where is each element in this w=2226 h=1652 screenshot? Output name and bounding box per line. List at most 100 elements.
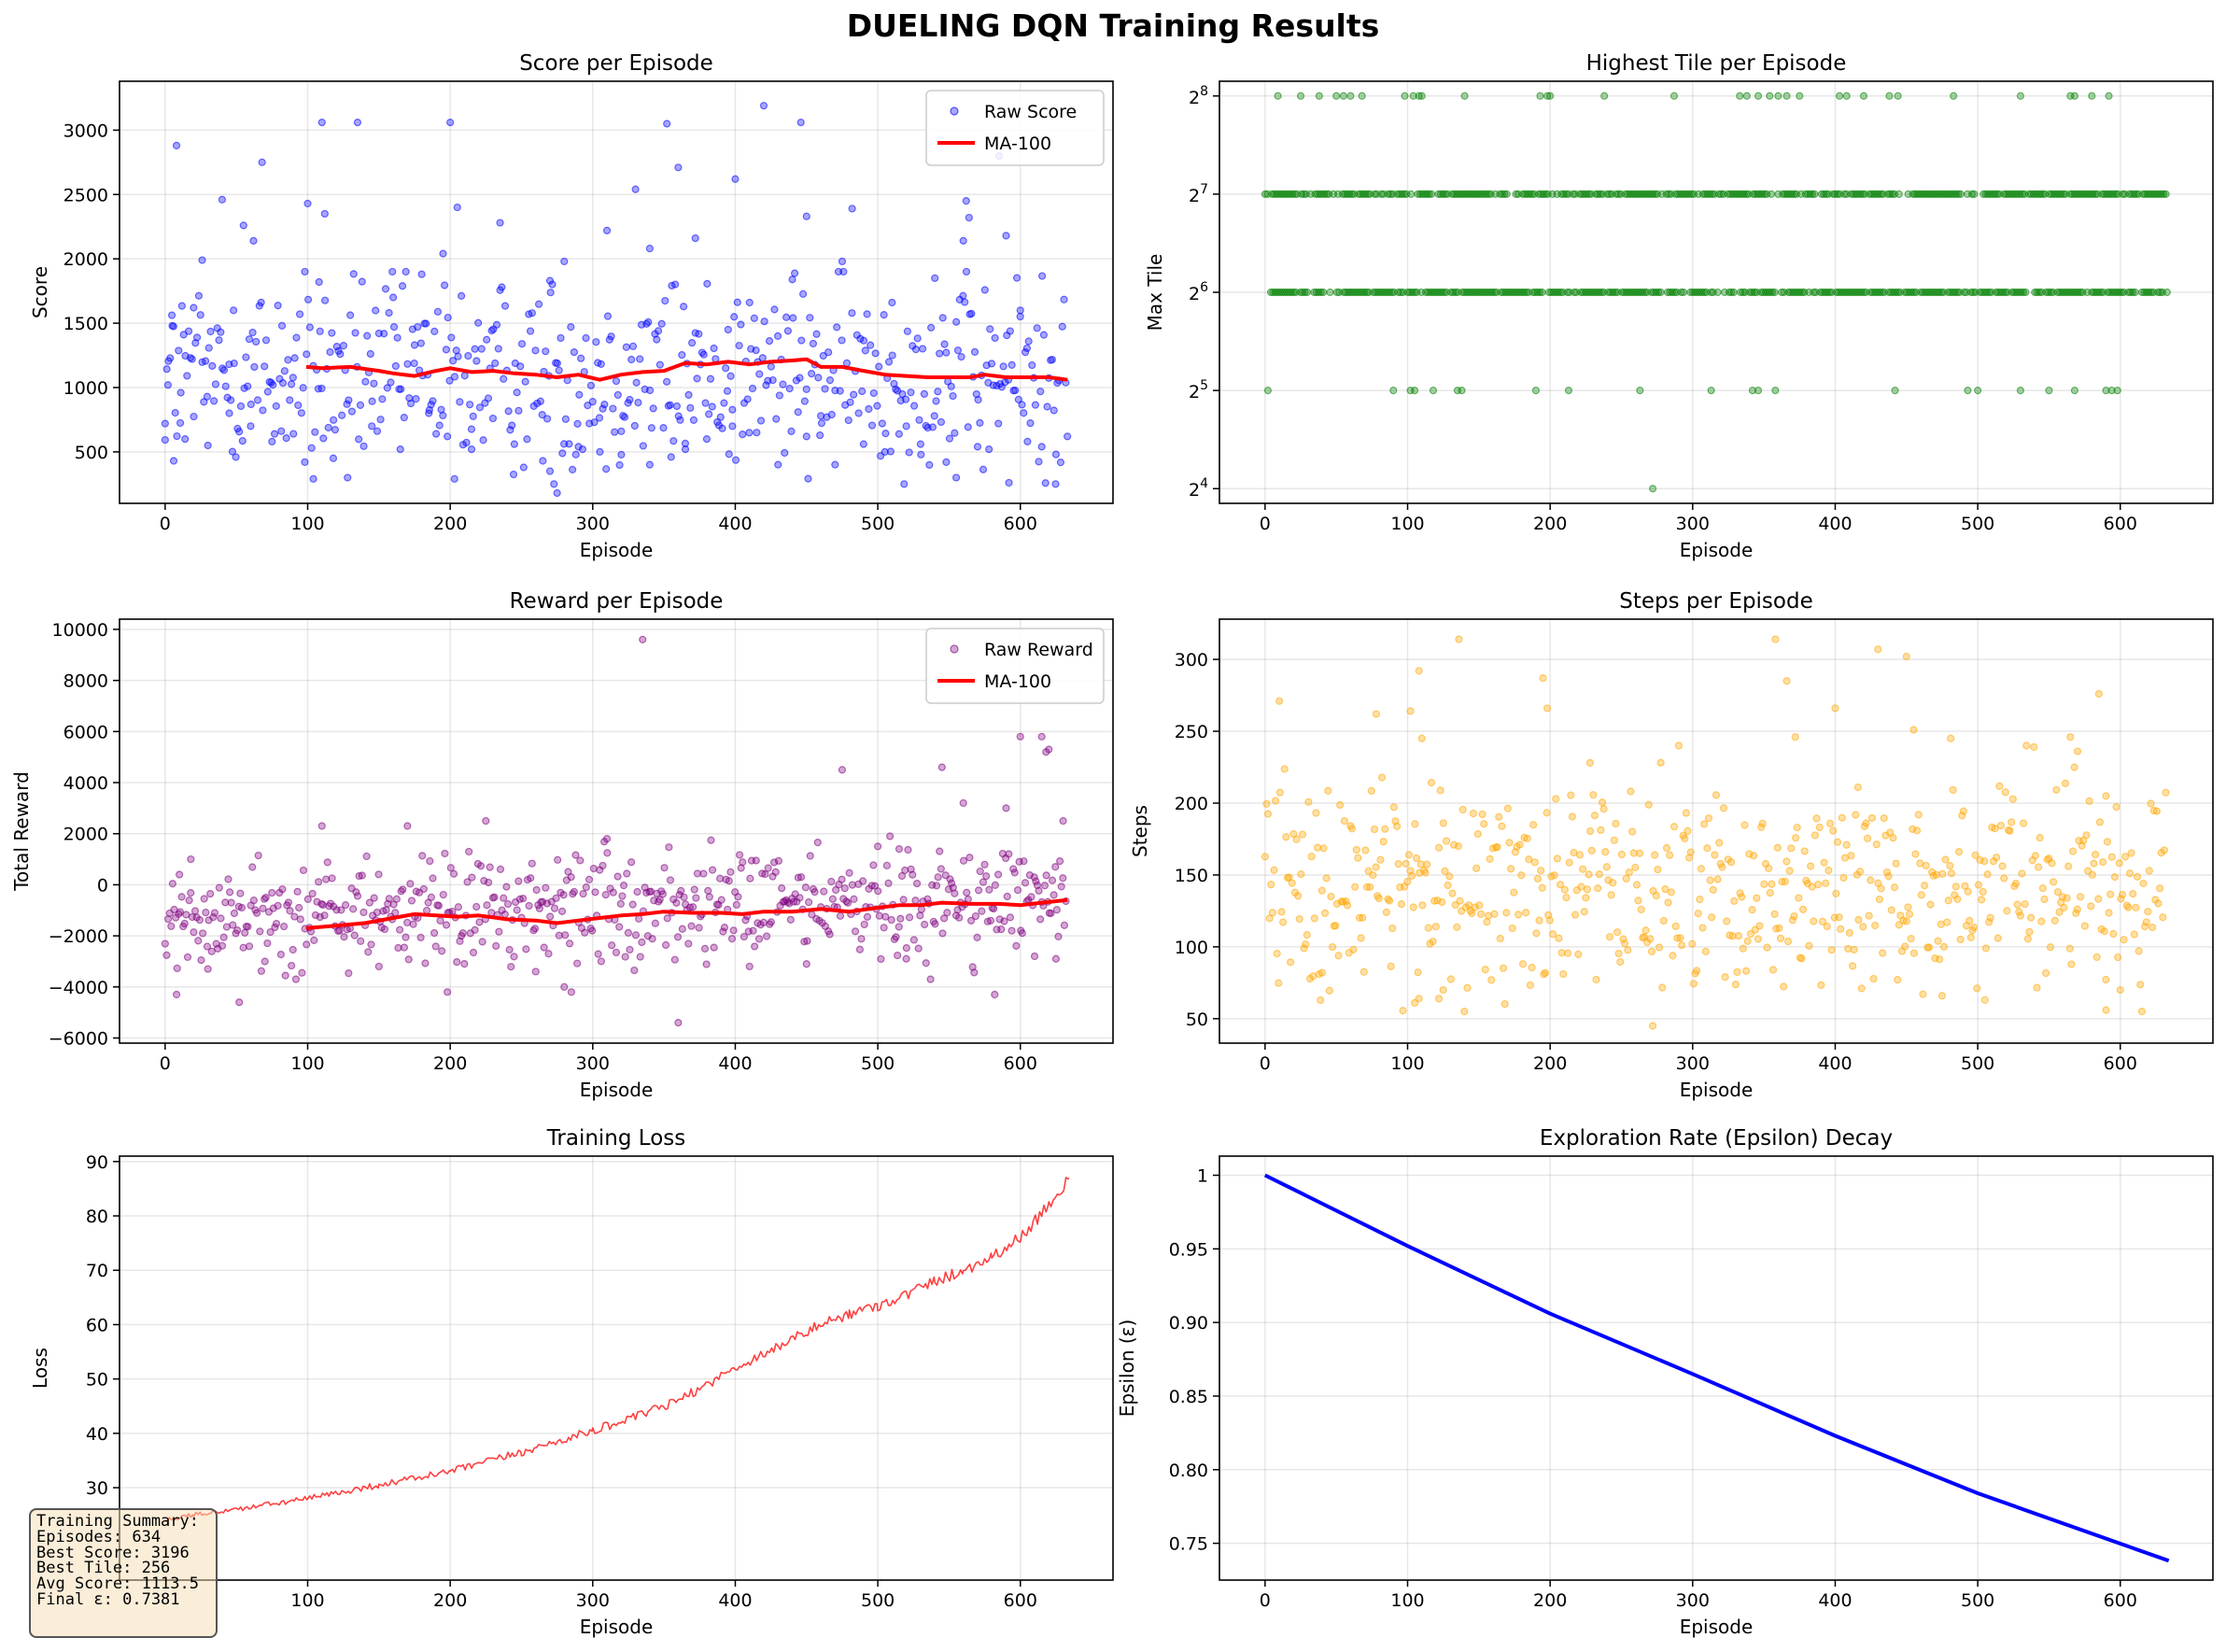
data-point bbox=[519, 894, 528, 903]
axes-frame bbox=[119, 1155, 1114, 1581]
data-point bbox=[560, 982, 569, 991]
data-point bbox=[1620, 939, 1629, 948]
data-point bbox=[1298, 830, 1307, 839]
data-point bbox=[1425, 190, 1433, 198]
data-point bbox=[1438, 897, 1446, 907]
data-point bbox=[559, 891, 568, 899]
data-point bbox=[172, 990, 181, 999]
data-point bbox=[230, 909, 239, 918]
data-point bbox=[519, 463, 528, 472]
data-point bbox=[2109, 929, 2118, 939]
data-point bbox=[660, 864, 669, 872]
data-point bbox=[2055, 908, 2064, 916]
data-point bbox=[1959, 807, 1967, 815]
data-point bbox=[1036, 388, 1045, 396]
data-point bbox=[804, 474, 812, 483]
data-point bbox=[1448, 889, 1457, 897]
summary-line-final-epsilon: Final ε: 0.7381 bbox=[36, 1589, 180, 1609]
data-point bbox=[545, 467, 555, 475]
x-tick-label: 600 bbox=[1004, 1053, 1037, 1074]
data-point bbox=[1743, 937, 1752, 945]
data-point bbox=[1292, 835, 1301, 843]
data-point bbox=[521, 377, 529, 386]
data-point bbox=[1996, 821, 2006, 830]
data-point bbox=[1346, 92, 1355, 100]
data-point bbox=[844, 416, 852, 425]
y-tick-label: 40 bbox=[86, 1424, 108, 1445]
data-point bbox=[980, 860, 989, 868]
y-tick-label: 200 bbox=[1175, 794, 1208, 814]
data-point bbox=[961, 298, 969, 306]
data-point bbox=[513, 906, 521, 914]
data-point bbox=[1563, 949, 1572, 957]
data-point bbox=[1538, 288, 1546, 297]
data-point bbox=[617, 450, 626, 459]
axes-frame bbox=[119, 618, 1114, 1044]
data-point bbox=[1359, 913, 1367, 922]
data-point bbox=[754, 935, 764, 943]
data-point bbox=[419, 884, 428, 894]
data-point bbox=[1739, 944, 1747, 953]
data-point bbox=[1647, 947, 1656, 956]
data-point bbox=[298, 968, 306, 977]
data-point bbox=[345, 396, 353, 404]
data-point bbox=[913, 334, 922, 343]
y-tick-label: 0.85 bbox=[1169, 1387, 1208, 1407]
data-point bbox=[1441, 867, 1449, 876]
data-point bbox=[446, 118, 455, 127]
data-point bbox=[523, 435, 531, 444]
y-tick-label: 0.80 bbox=[1169, 1461, 1208, 1481]
y-tick-label: −6000 bbox=[49, 1029, 108, 1050]
data-point bbox=[219, 933, 228, 941]
data-point bbox=[1901, 942, 1909, 951]
data-point bbox=[2019, 819, 2028, 827]
data-point bbox=[2110, 873, 2120, 882]
data-point bbox=[1758, 819, 1767, 827]
data-point bbox=[204, 344, 213, 352]
data-point bbox=[825, 376, 835, 385]
data-point bbox=[1522, 909, 1530, 917]
data-point bbox=[2053, 888, 2063, 897]
data-point bbox=[2130, 930, 2138, 939]
data-point bbox=[364, 948, 373, 956]
data-point bbox=[2106, 890, 2115, 898]
data-point bbox=[895, 430, 903, 438]
data-point bbox=[1270, 866, 1278, 874]
data-point bbox=[1358, 92, 1366, 100]
data-point bbox=[479, 436, 487, 445]
data-point bbox=[1302, 939, 1310, 949]
data-point bbox=[310, 936, 318, 944]
data-point bbox=[607, 332, 615, 341]
data-point bbox=[959, 291, 967, 300]
data-point bbox=[1510, 888, 1518, 897]
data-point bbox=[772, 415, 781, 423]
data-point bbox=[1731, 981, 1740, 989]
data-point bbox=[1585, 758, 1595, 767]
data-point bbox=[590, 418, 599, 427]
x-tick-label: 400 bbox=[1818, 1590, 1852, 1611]
data-point bbox=[203, 942, 212, 951]
data-point bbox=[794, 408, 802, 417]
data-point bbox=[1823, 922, 1831, 931]
data-point bbox=[1315, 92, 1323, 100]
data-point bbox=[982, 872, 991, 881]
data-point bbox=[840, 884, 849, 893]
data-point bbox=[964, 423, 972, 431]
data-point bbox=[540, 943, 548, 952]
data-point bbox=[1486, 854, 1494, 864]
data-point bbox=[1676, 934, 1684, 942]
data-point bbox=[926, 975, 935, 983]
data-point bbox=[901, 395, 910, 403]
data-point bbox=[1287, 958, 1295, 967]
x-tick-label: 0 bbox=[160, 514, 171, 534]
data-point bbox=[693, 374, 701, 383]
data-point bbox=[282, 434, 290, 443]
data-point bbox=[806, 314, 814, 322]
data-point bbox=[585, 875, 594, 884]
data-point bbox=[1970, 190, 1979, 198]
data-point bbox=[527, 874, 535, 882]
data-point bbox=[647, 424, 655, 432]
data-point bbox=[591, 888, 599, 897]
data-point bbox=[344, 473, 352, 482]
